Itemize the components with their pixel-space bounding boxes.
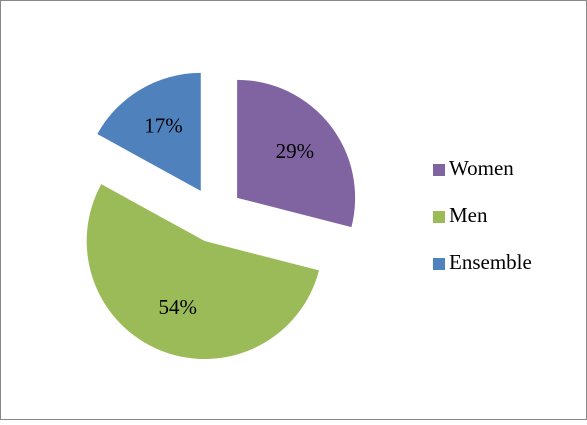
data-label: 17% [144,114,183,138]
legend-swatch [433,258,445,270]
legend-label: Women [449,156,514,180]
pie-slice [86,184,319,360]
legend-swatch [433,211,445,223]
legend-label: Ensemble [449,250,532,274]
pie-slice [237,79,356,228]
data-label: 54% [159,295,198,319]
legend-swatch [433,164,445,176]
legend-label: Men [449,203,488,227]
data-label: 29% [276,139,315,163]
pie-slice [97,72,201,191]
